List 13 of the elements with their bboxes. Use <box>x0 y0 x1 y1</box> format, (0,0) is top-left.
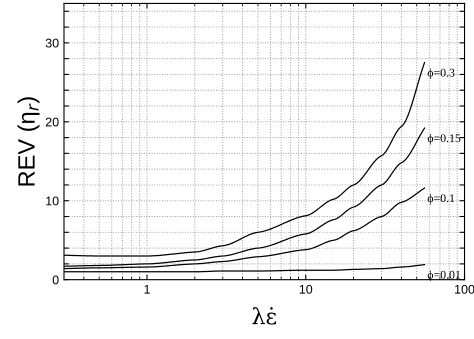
legend-label: ϕ=0.1 <box>428 194 454 205</box>
legend-label: ϕ=0.15 <box>428 134 460 145</box>
y-tick-label: 20 <box>46 118 59 126</box>
y-tick-label: 30 <box>46 38 59 48</box>
legend-label: ϕ=0.01 <box>428 270 460 282</box>
y-tick-label: 10 <box>46 196 59 206</box>
y-tick-label: 0 <box>52 275 59 284</box>
legend-label: ϕ=0.3 <box>428 68 454 80</box>
x-tick-label: 1 <box>144 284 150 294</box>
x-tick-label: 10 <box>300 284 312 294</box>
x-axis-title: λε̇ <box>252 307 276 325</box>
x-tick-label: 100 <box>455 284 474 294</box>
y-axis-title: REV (η$_{r}$) <box>17 97 40 186</box>
